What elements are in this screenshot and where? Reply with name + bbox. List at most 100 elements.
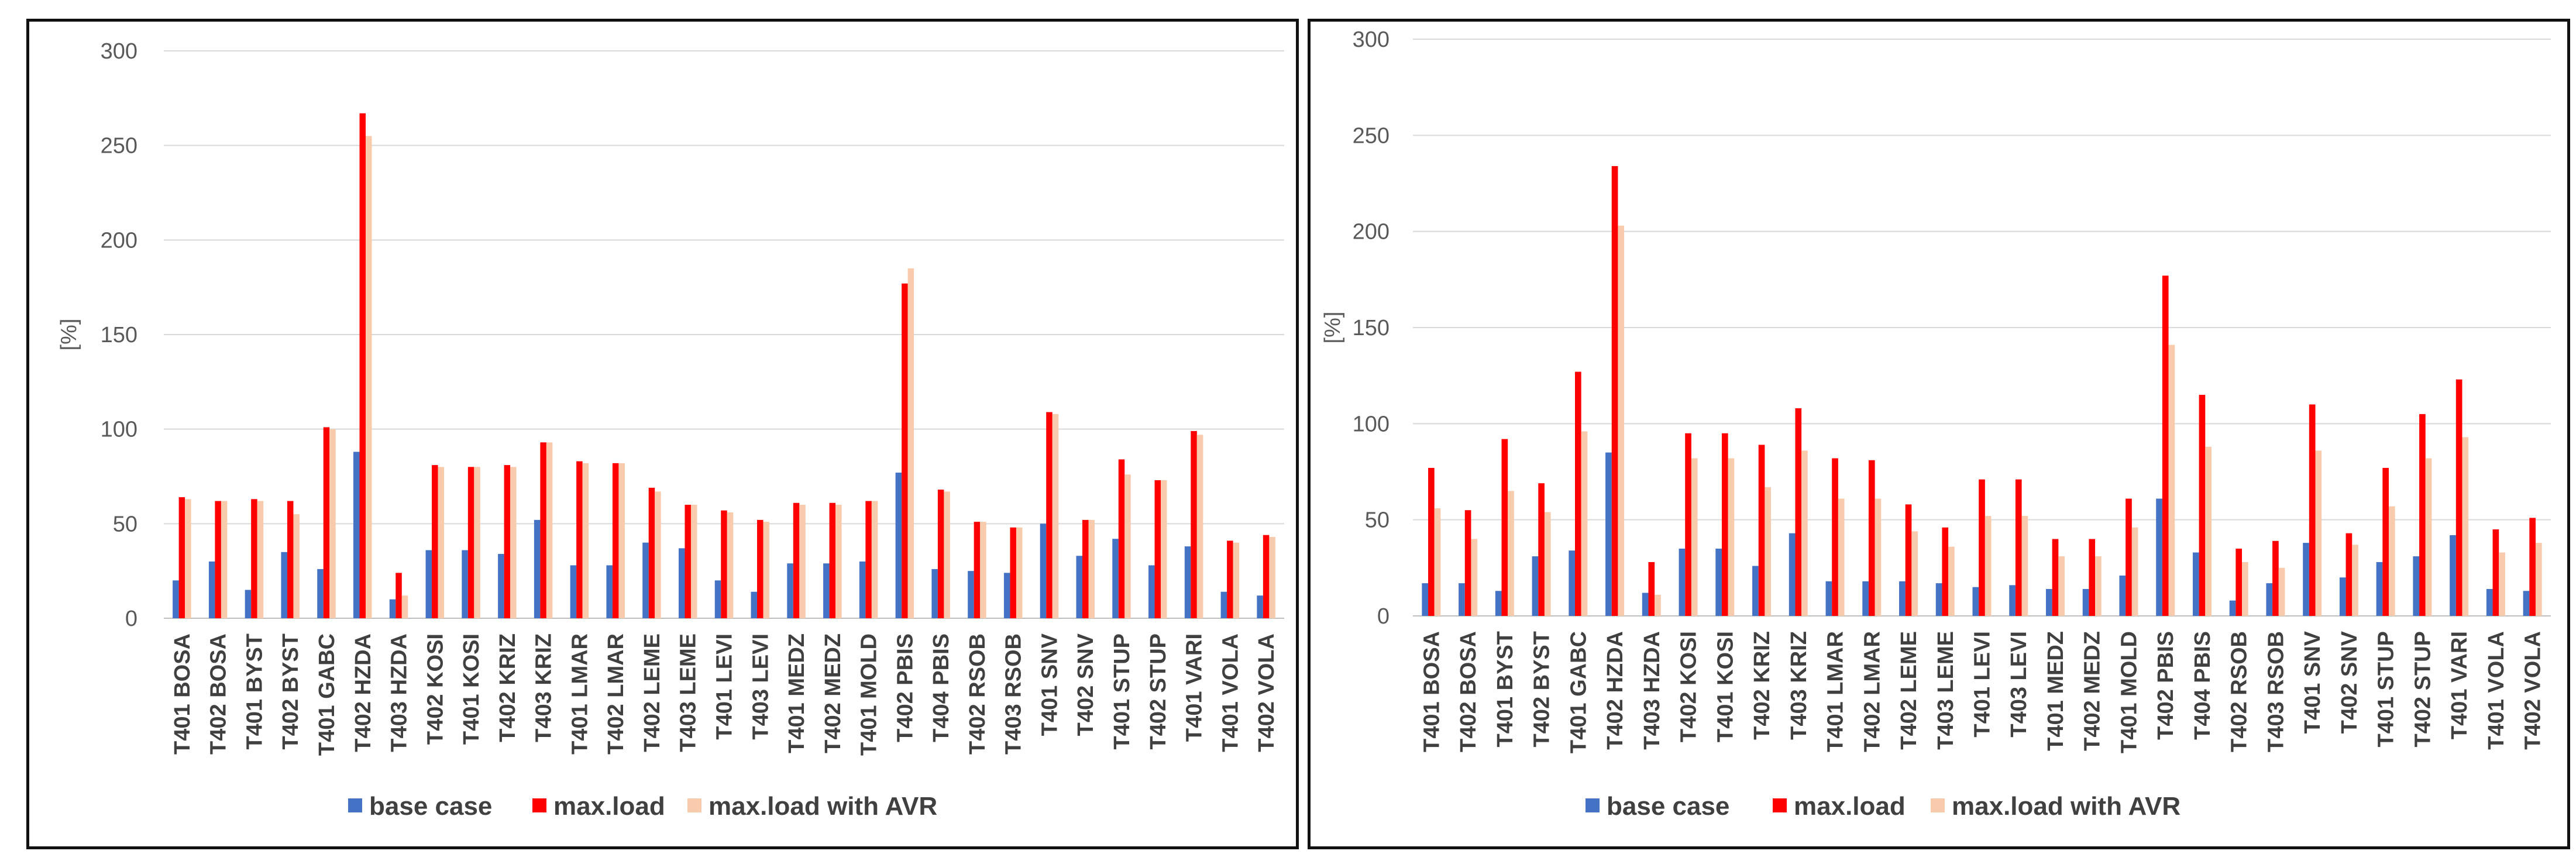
bar-avr: [1434, 508, 1441, 616]
bar-base: [1972, 587, 1979, 616]
bar-avr: [655, 491, 661, 618]
bar-max: [2309, 404, 2316, 616]
bar-base: [787, 563, 793, 618]
bar-base: [1862, 581, 1869, 616]
bar-max: [1685, 433, 1691, 616]
bar-max: [2455, 379, 2462, 616]
y-tick-label: 150: [1353, 316, 1390, 340]
bar-base: [606, 565, 613, 618]
bar-avr: [1544, 512, 1551, 616]
x-tick-label: T403 RSOB: [1002, 633, 1026, 755]
bar-max: [178, 497, 185, 618]
bar-max: [2529, 518, 2536, 616]
x-tick-label: T401 VARI: [1182, 633, 1207, 742]
y-axis-label: [%]: [57, 319, 81, 351]
x-tick-label: T402 PBIS: [2154, 631, 2178, 740]
bar-avr: [2278, 567, 2285, 616]
bar-max: [1428, 467, 1435, 616]
bar-max: [1263, 535, 1270, 618]
bar-avr: [1618, 225, 1625, 616]
bar-max: [1832, 458, 1838, 616]
x-tick-label: T401 BOSA: [170, 633, 195, 755]
x-tick-label: T401 BOSA: [1419, 631, 1444, 752]
bar-max: [1464, 510, 1471, 616]
bar-base: [2119, 575, 2126, 616]
chart-panel-right: 0 50 100 150 200 250 300 [%] T401 BOSA T402 BOSA T…: [1308, 19, 2570, 849]
bar-max: [1905, 504, 1912, 616]
x-tick-label: T401 MEDZ: [2044, 631, 2068, 751]
bar-max: [323, 427, 330, 618]
x-tick-label: T402 MEDZ: [2080, 631, 2105, 751]
bar-max: [1082, 519, 1089, 618]
bar-max: [2162, 275, 2169, 616]
x-tick-label: T402 SNV: [2337, 631, 2362, 733]
bar-avr: [582, 463, 589, 618]
bar-avr: [221, 501, 228, 618]
bar-avr: [185, 499, 191, 618]
y-tick-label: 0: [1377, 604, 1390, 629]
bar-max: [2199, 395, 2206, 616]
bar-max: [2089, 539, 2096, 616]
bar-base: [1605, 452, 1612, 616]
bar-max: [1501, 439, 1508, 616]
bar-avr: [2425, 458, 2432, 616]
bar-avr: [1269, 536, 1275, 618]
bar-max: [937, 490, 944, 618]
x-tick-label: T402 LMAR: [1860, 631, 1884, 752]
bar-max: [576, 461, 583, 618]
bar-base: [173, 580, 179, 618]
bar-avr: [1838, 498, 1845, 616]
bar-base: [859, 562, 866, 618]
bar-avr: [1016, 527, 1023, 618]
bar-max: [2015, 479, 2022, 616]
bar-max: [2492, 529, 2499, 616]
bar-base: [751, 591, 758, 618]
legend-label-avr: max.load with AVR: [1952, 792, 2181, 821]
bar-max: [2272, 540, 2279, 616]
y-tick-label: 0: [125, 607, 137, 631]
bar-max: [685, 505, 691, 618]
bar-max: [287, 501, 294, 618]
x-tick-label: T402 RSOB: [2227, 631, 2252, 752]
bar-base: [1184, 546, 1191, 618]
bar-avr: [1581, 431, 1588, 616]
bar-avr: [690, 505, 697, 618]
bar-base: [1789, 533, 1796, 616]
bar-base: [2266, 583, 2273, 616]
bar-base: [1459, 583, 1465, 616]
x-tick-label: T402 KRIZ: [1750, 631, 1774, 740]
bar-base: [714, 580, 721, 618]
bar-base: [425, 550, 432, 618]
bar-base: [208, 562, 215, 618]
bar-max: [1868, 460, 1875, 616]
bar-max: [504, 465, 511, 618]
bar-avr: [2095, 556, 2102, 616]
bar-max: [1154, 480, 1161, 618]
bar-base: [642, 542, 649, 618]
bar-base: [823, 563, 830, 618]
legend-label-max: max.load: [1794, 792, 1906, 821]
bar-max: [2419, 414, 2426, 616]
bar-base: [1532, 556, 1539, 616]
bar-base: [2450, 535, 2456, 616]
bar-avr: [546, 442, 553, 618]
bar-max: [2235, 548, 2243, 616]
bar-max: [2052, 539, 2059, 616]
legend-label-base: base case: [369, 792, 492, 821]
bar-max: [1979, 479, 1985, 616]
bar-max: [1611, 166, 1618, 616]
bar-avr: [474, 467, 480, 618]
bar-max: [540, 442, 546, 618]
bar-max: [902, 283, 908, 618]
chart-panel-left: 0 50 100 150 200 250 300 [%] T401 BOSA T402 BOSA T…: [26, 19, 1299, 849]
x-tick-label: T402 KOSI: [423, 633, 448, 745]
x-tick-label: T403 KRIZ: [1787, 631, 1811, 740]
bar-avr: [835, 505, 842, 618]
bar-base: [317, 569, 324, 618]
bar-base: [2303, 543, 2309, 616]
bar-avr: [438, 467, 445, 618]
bar-avr: [1508, 491, 1514, 616]
x-tick-label: T401 STUP: [2374, 631, 2399, 748]
x-tick-label: T401 KOSI: [459, 633, 484, 745]
bar-avr: [366, 136, 372, 618]
